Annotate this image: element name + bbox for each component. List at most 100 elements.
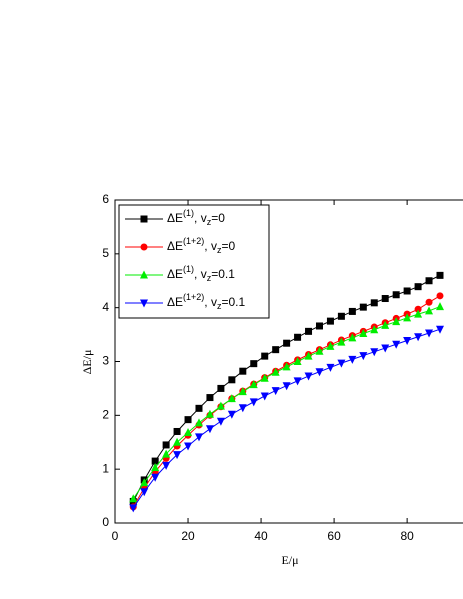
- marker: [260, 373, 269, 382]
- marker: [348, 355, 357, 364]
- marker: [173, 437, 182, 446]
- marker: [282, 382, 291, 391]
- marker: [304, 351, 313, 360]
- marker: [228, 376, 236, 384]
- marker: [425, 298, 433, 306]
- marker: [140, 299, 148, 308]
- marker: [293, 357, 302, 365]
- marker: [140, 488, 149, 497]
- marker: [195, 404, 203, 412]
- marker: [129, 494, 138, 503]
- marker: [272, 346, 280, 354]
- marker: [315, 322, 323, 330]
- marker: [425, 277, 433, 285]
- marker: [151, 463, 160, 472]
- marker: [425, 329, 434, 338]
- marker: [359, 303, 367, 311]
- marker: [271, 367, 280, 376]
- series: [129, 302, 444, 503]
- marker: [381, 344, 390, 353]
- marker: [392, 317, 401, 326]
- marker: [162, 461, 171, 470]
- marker: [304, 372, 313, 381]
- marker: [436, 271, 444, 279]
- marker: [414, 309, 423, 318]
- marker: [140, 243, 148, 251]
- y-tick-label: 2: [102, 408, 109, 422]
- x-tick-label: 40: [254, 529, 268, 543]
- marker: [140, 478, 149, 487]
- legend-label: ΔE(1), vz=0.1: [167, 264, 235, 283]
- marker: [140, 270, 148, 279]
- marker: [162, 449, 171, 458]
- marker: [305, 327, 313, 335]
- marker: [315, 346, 324, 355]
- marker: [194, 418, 203, 427]
- legend-marker: [140, 299, 148, 308]
- series-line: [132, 306, 441, 500]
- x-tick-label: 0: [112, 529, 119, 543]
- marker: [381, 320, 390, 329]
- marker: [205, 409, 214, 418]
- x-tick-label: 80: [400, 529, 414, 543]
- marker: [403, 313, 412, 322]
- legend-box: [118, 204, 270, 319]
- marker: [250, 360, 258, 368]
- marker: [359, 352, 368, 361]
- legend: ΔE(1), vz=0 ΔE(1+2), vz=0 ΔE(1), vz=0.1 ΔE(…: [118, 204, 270, 319]
- marker: [337, 312, 345, 320]
- y-axis-label: ΔE/μ: [80, 350, 94, 375]
- marker: [381, 295, 389, 303]
- marker: [326, 341, 335, 350]
- y-tick-label: 4: [102, 300, 109, 314]
- marker: [283, 339, 291, 347]
- y-tick-label: 6: [102, 192, 109, 206]
- marker: [151, 473, 160, 482]
- series-line: [132, 328, 441, 509]
- marker: [140, 215, 148, 223]
- marker: [194, 433, 203, 442]
- marker: [403, 287, 411, 295]
- series-line: [132, 295, 441, 508]
- marker: [249, 380, 258, 389]
- marker: [216, 401, 225, 410]
- y-tick-label: 5: [102, 246, 109, 260]
- legend-marker: [140, 215, 148, 223]
- marker: [370, 299, 378, 307]
- legend-label: ΔE(1+2), vz=0.1: [167, 292, 245, 311]
- marker: [227, 394, 236, 403]
- marker: [392, 340, 401, 349]
- x-axis-label: E/μ: [281, 553, 298, 567]
- marker: [173, 451, 182, 460]
- x-tick-label: 20: [181, 529, 195, 543]
- marker: [239, 367, 247, 375]
- marker: [282, 362, 291, 371]
- marker: [337, 337, 346, 346]
- marker: [184, 428, 193, 437]
- legend-label: ΔE(1+2), vz=0: [167, 236, 235, 255]
- marker: [205, 425, 214, 434]
- marker: [403, 337, 412, 346]
- marker: [206, 394, 214, 402]
- marker: [293, 377, 302, 386]
- marker: [173, 427, 181, 435]
- marker: [326, 317, 334, 325]
- marker: [184, 442, 193, 451]
- marker: [216, 417, 225, 426]
- marker: [425, 306, 434, 315]
- marker: [238, 387, 247, 396]
- marker: [414, 283, 422, 291]
- marker: [414, 333, 423, 342]
- marker: [435, 325, 444, 334]
- marker: [129, 504, 138, 513]
- legend-marker: [140, 270, 148, 279]
- marker: [238, 404, 247, 413]
- marker: [348, 307, 356, 315]
- marker: [261, 352, 269, 360]
- marker: [370, 325, 379, 334]
- marker: [370, 348, 379, 357]
- legend-marker: [140, 243, 148, 251]
- y-tick-label: 3: [102, 354, 109, 368]
- marker: [162, 441, 170, 449]
- series: [129, 325, 444, 513]
